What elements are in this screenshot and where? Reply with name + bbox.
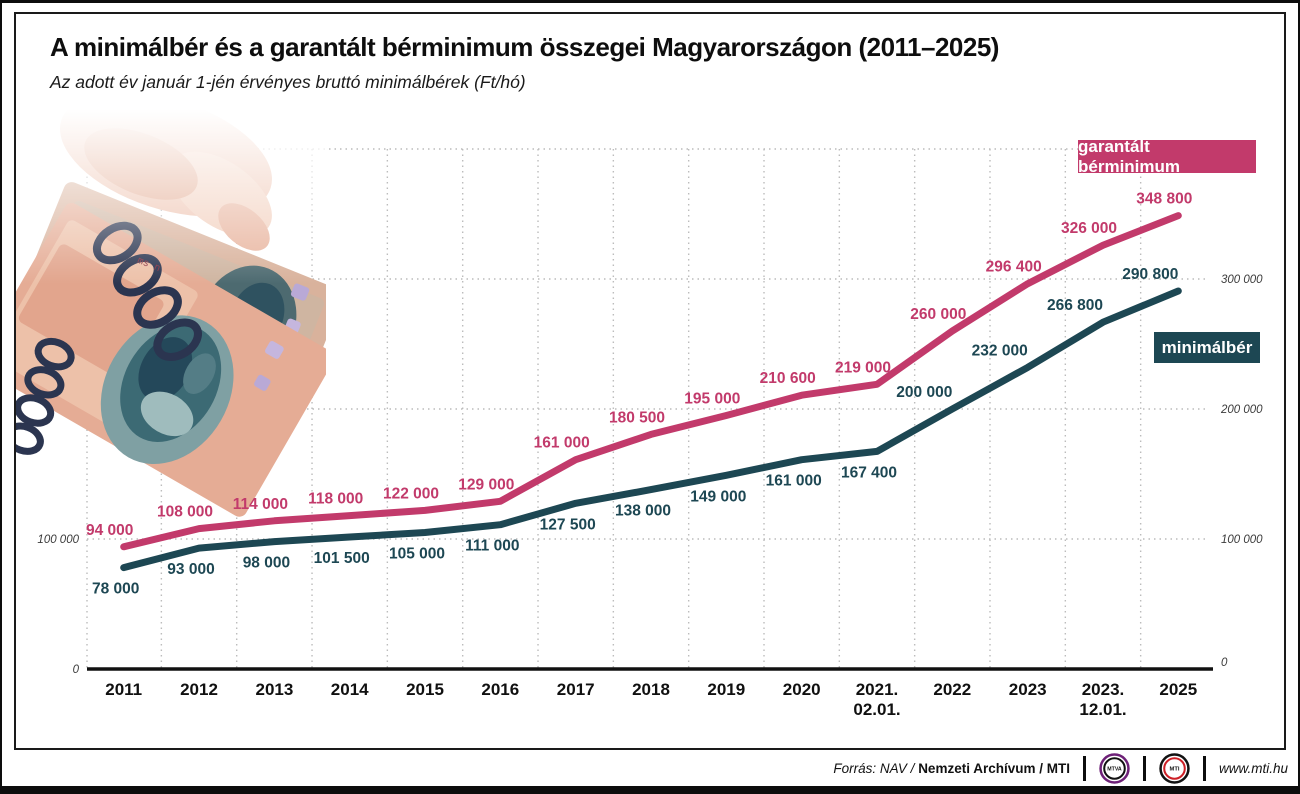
x-axis-label: 2019 <box>707 680 745 699</box>
x-axis-label: 2021. 02.01. <box>853 680 900 719</box>
frame-bottom-bar <box>0 786 1300 794</box>
x-axis-label: 2011 <box>105 680 142 699</box>
value-label: 129 000 <box>458 476 514 493</box>
value-label: 180 500 <box>609 409 665 426</box>
value-label: 348 800 <box>1136 191 1192 208</box>
footer-separator <box>1202 755 1206 781</box>
svg-text:MTI: MTI <box>1169 766 1179 772</box>
mtva-logo-icon: MTVA <box>1099 752 1130 784</box>
legend-garantalt-berminimum: garantált bérminimum <box>1078 137 1256 176</box>
x-axis-label: 2017 <box>557 680 595 699</box>
legend-minimalber-label: minimálbér <box>1161 337 1253 357</box>
value-label: 219 000 <box>835 359 891 376</box>
y-axis-label-right: 300 000 <box>1221 274 1263 286</box>
value-label: 118 000 <box>308 491 363 508</box>
value-label: 296 400 <box>986 259 1042 276</box>
value-label: 108 000 <box>157 504 213 521</box>
banknotes-photo: 08080 89 <box>16 109 326 517</box>
chart-series-layer: 94 000 108 000 114 000 118 000 122 000 129 00… <box>37 191 1263 719</box>
value-label: 98 000 <box>243 555 290 572</box>
x-axis-label: 2022 <box>933 680 971 699</box>
value-label: 195 000 <box>684 391 740 408</box>
legend-garantalt-label: garantált bérminimum <box>1078 136 1181 176</box>
value-label: 326 000 <box>1061 220 1117 237</box>
value-label: 101 500 <box>314 550 370 567</box>
value-label: 114 000 <box>233 496 288 513</box>
value-label: 138 000 <box>615 503 671 520</box>
y-axis-label-right: 0 <box>1221 657 1228 669</box>
y-axis-label-left: 0 <box>73 664 80 676</box>
footer-separator <box>1082 755 1086 781</box>
series-line-minimalber <box>120 287 1182 572</box>
value-label: 94 000 <box>86 522 133 539</box>
y-axis-label-right: 100 000 <box>1221 534 1263 546</box>
value-label: 200 000 <box>896 384 952 401</box>
footer-source-names: Nemzeti Archívum / MTI <box>918 760 1070 776</box>
value-label: 260 000 <box>910 306 966 323</box>
frame-left-border <box>0 0 2 794</box>
svg-text:MTVA: MTVA <box>1107 766 1122 772</box>
x-axis-label: 2016 <box>481 680 519 699</box>
x-axis-label: 2023. 12.01. <box>1079 680 1126 719</box>
footer-website: www.mti.hu <box>1218 760 1288 776</box>
x-axis-label: 2012 <box>180 680 218 699</box>
x-axis-label: 2025 <box>1159 680 1197 699</box>
mti-logo-icon: MTI <box>1159 752 1190 784</box>
chart-panel: A minimálbér és a garantált bérminimum ö… <box>14 12 1286 750</box>
value-label: 105 000 <box>389 546 445 563</box>
series-line-garantalt <box>120 212 1182 551</box>
x-axis-label: 2023 <box>1009 680 1047 699</box>
footer-bar: Forrás: NAV / Nemzeti Archívum / MTI MTV… <box>0 750 1300 786</box>
x-axis-label: 2013 <box>255 680 293 699</box>
x-axis-label: 2018 <box>632 680 670 699</box>
x-axis-label: 2014 <box>331 680 369 699</box>
page-subtitle: Az adott év január 1-jén érvényes bruttó… <box>50 72 526 92</box>
value-label: 232 000 <box>972 342 1028 359</box>
page-title: A minimálbér és a garantált bérminimum ö… <box>50 32 999 62</box>
value-label: 122 000 <box>383 485 439 502</box>
value-label: 290 800 <box>1122 266 1178 283</box>
footer-separator <box>1142 755 1146 781</box>
footer-source: Forrás: NAV / Nemzeti Archívum / MTI <box>833 761 1070 776</box>
value-label: 161 000 <box>534 435 590 452</box>
value-label: 149 000 <box>690 488 746 505</box>
x-axis-label: 2020 <box>783 680 821 699</box>
y-axis-label-left: 100 000 <box>37 534 79 546</box>
frame-right-border <box>1298 0 1300 794</box>
value-label: 93 000 <box>167 561 214 578</box>
footer-source-prefix: Forrás: NAV / <box>833 760 915 776</box>
value-label: 111 000 <box>465 538 519 555</box>
value-label: 266 800 <box>1047 297 1103 314</box>
value-label: 161 000 <box>766 473 822 490</box>
value-label: 210 600 <box>760 370 816 387</box>
value-label: 167 400 <box>841 464 897 481</box>
legend-minimalber: minimálbér <box>1154 332 1260 363</box>
value-label: 127 500 <box>540 516 596 533</box>
frame-top-bar <box>0 0 1300 3</box>
value-label: 78 000 <box>92 581 139 598</box>
y-axis-label-right: 200 000 <box>1220 404 1263 416</box>
x-axis-label: 2015 <box>406 680 444 699</box>
